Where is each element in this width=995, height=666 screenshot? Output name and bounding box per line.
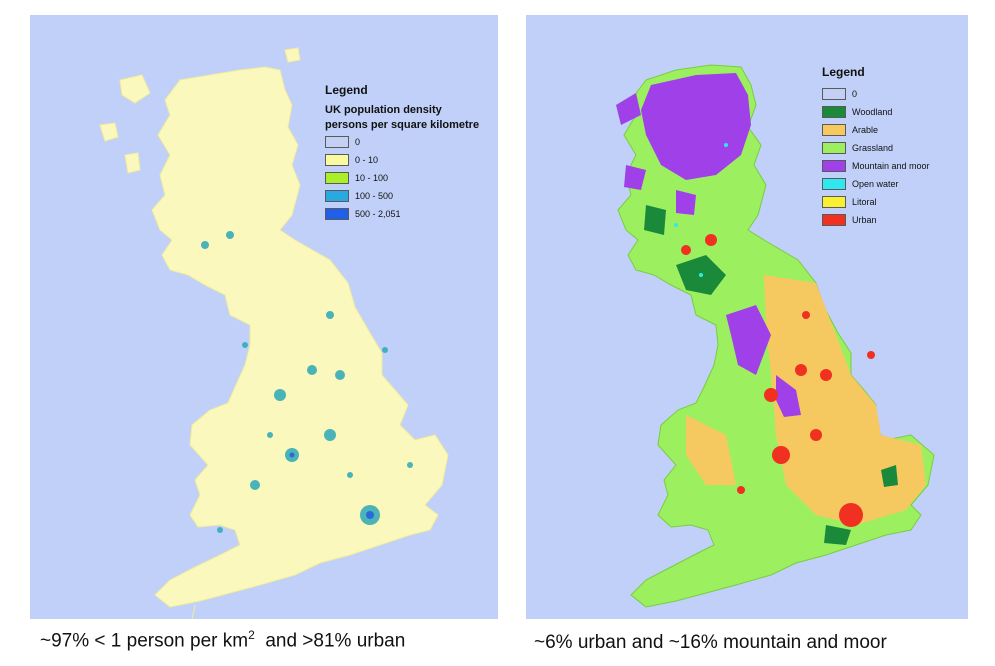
legend-item: 0 [325, 133, 479, 151]
legend-swatch [325, 136, 349, 148]
caption-part1: ~97% < 1 person per km [40, 630, 249, 652]
legend-swatch [325, 172, 349, 184]
legend-item: 0 [822, 85, 930, 103]
legend-label: Mountain and moor [852, 161, 930, 171]
legend-label: Open water [852, 179, 899, 189]
legend-item: Open water [822, 175, 930, 193]
legend-item: Grassland [822, 139, 930, 157]
legend-title: Legend [822, 65, 865, 79]
legend-label: 0 [852, 89, 858, 99]
legend-item: 500 - 2,051 [325, 205, 479, 223]
uk-outline-population [99, 47, 449, 619]
legend-swatch [822, 160, 846, 172]
legend-item: Arable [822, 121, 930, 139]
caption-superscript: 2 [248, 628, 255, 642]
urban-regions [681, 234, 875, 527]
uk-outline-landcover [616, 64, 935, 608]
legend-swatch [822, 214, 846, 226]
legend-items: 0 Woodland Arable Grassland Mountain and moo… [822, 85, 930, 229]
legend-title: Legend [325, 83, 368, 97]
legend-item: 100 - 500 [325, 187, 479, 205]
legend-swatch [822, 106, 846, 118]
caption-part2: and >81% urban [254, 630, 406, 652]
population-legend: Legend UK population density persons per… [325, 83, 479, 223]
legend-swatch [325, 154, 349, 166]
urban-density-dots [201, 231, 413, 533]
legend-swatch [325, 208, 349, 220]
legend-label: 0 - 10 [355, 155, 379, 165]
legend-label: 10 - 100 [355, 173, 389, 183]
legend-swatch [822, 196, 846, 208]
legend-label: Litoral [852, 197, 877, 207]
legend-label: Woodland [852, 107, 893, 117]
legend-item: 10 - 100 [325, 169, 479, 187]
high-density-dots [289, 452, 374, 519]
legend-item: 0 - 10 [325, 151, 479, 169]
legend-swatch [822, 88, 846, 100]
population-density-map: Legend UK population density persons per… [30, 15, 498, 619]
legend-swatch [822, 142, 846, 154]
legend-item: Mountain and moor [822, 157, 930, 175]
land-cover-map: Legend 0 Woodland Arable Grassland Mountain … [526, 15, 968, 619]
legend-subheading: persons per square kilometre [325, 119, 480, 131]
legend-item: Litoral [822, 193, 930, 211]
legend-swatch [822, 124, 846, 136]
legend-label: Grassland [852, 143, 894, 153]
caption-population: ~97% < 1 person per km2 and >81% urban [40, 628, 405, 652]
legend-item: Woodland [822, 103, 930, 121]
open-water-regions [674, 143, 728, 277]
landcover-legend: Legend 0 Woodland Arable Grassland Mountain … [822, 65, 930, 229]
legend-heading: UK population density [325, 104, 442, 116]
legend-label: 100 - 500 [355, 191, 394, 201]
legend-item: Urban [822, 211, 930, 229]
legend-label: Urban [852, 215, 877, 225]
caption-landcover: ~6% urban and ~16% mountain and moor [534, 632, 887, 653]
legend-swatch [325, 190, 349, 202]
arable-regions [686, 275, 926, 525]
legend-label: 0 [355, 137, 361, 147]
legend-label: 500 - 2,051 [355, 209, 401, 219]
legend-swatch [822, 178, 846, 190]
legend-items: 0 0 - 10 10 - 100 100 - 500 500 - 2,051 [325, 133, 479, 223]
mountain-moor-regions [616, 73, 801, 417]
legend-label: Arable [852, 125, 879, 135]
